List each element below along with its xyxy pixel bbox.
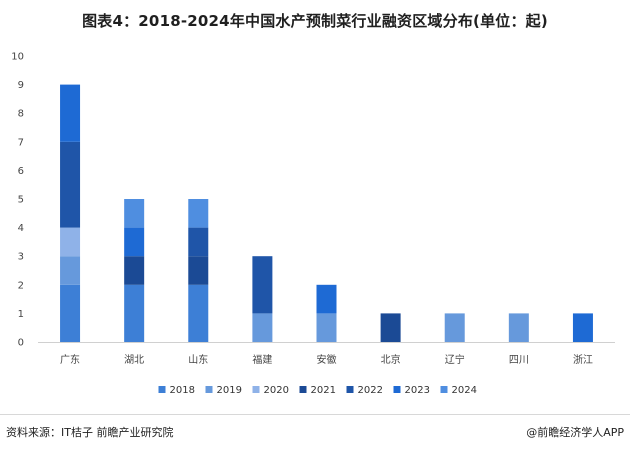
bar-segment (508, 313, 529, 342)
legend-label: 2020 (264, 385, 289, 396)
bar-segment (60, 84, 81, 142)
legend-swatch (393, 386, 401, 393)
legend-label: 2024 (452, 385, 477, 396)
x-tick-label: 北京 (381, 353, 401, 366)
y-tick-label: 1 (18, 309, 24, 320)
bar-segment (252, 256, 273, 314)
bar-segment (188, 227, 209, 257)
bar-segment (572, 313, 593, 342)
bar-segment (188, 199, 209, 228)
x-tick-label: 湖北 (124, 354, 144, 366)
bars (60, 84, 593, 342)
legend-swatch (440, 386, 448, 393)
bar-segment (188, 256, 209, 285)
y-tick-label: 3 (18, 252, 24, 263)
x-tick-label: 山东 (188, 353, 208, 366)
legend-label: 2021 (311, 385, 336, 396)
source-text: 资料来源：IT桔子 前瞻产业研究院 (6, 426, 174, 439)
stacked-bar-chart: 0 1 2 3 4 5 6 7 8 9 10 广东 湖北 山东 福建 安徽 北京 辽宁 四川 浙江 2018 2019… (11, 52, 615, 396)
x-tick-label: 广东 (60, 353, 80, 366)
legend-label: 2023 (405, 385, 430, 396)
y-tick-label: 0 (18, 338, 24, 349)
legend-label: 2019 (217, 385, 242, 396)
chart-title: 图表4：2018-2024年中国水产预制菜行业融资区域分布(单位：起) (82, 12, 548, 30)
bar-segment (252, 313, 273, 342)
bar-segment (60, 284, 81, 342)
legend: 2018 2019 2020 2021 2022 2023 2024 (158, 385, 477, 396)
legend-label: 2022 (358, 385, 383, 396)
legend-swatch (346, 386, 354, 393)
bar-segment (60, 227, 81, 257)
bar-segment (124, 256, 145, 285)
bar-segment (60, 256, 81, 285)
bar-segment (124, 284, 145, 342)
footer: 资料来源：IT桔子 前瞻产业研究院 @前瞻经济学人APP (0, 414, 630, 450)
x-tick-label: 浙江 (573, 354, 593, 366)
bar-segment (316, 284, 337, 314)
x-axis: 广东 湖北 山东 福建 安徽 北京 辽宁 四川 浙江 (60, 353, 593, 366)
legend-swatch (299, 386, 307, 393)
legend-swatch (205, 386, 213, 393)
y-tick-label: 5 (18, 195, 24, 206)
bar-segment (60, 141, 81, 228)
y-tick-label: 10 (11, 52, 24, 63)
bar-segment (124, 199, 145, 228)
y-axis: 0 1 2 3 4 5 6 7 8 9 10 (11, 52, 24, 349)
x-tick-label: 福建 (252, 353, 272, 366)
y-tick-label: 7 (18, 137, 24, 148)
y-tick-label: 2 (18, 280, 24, 291)
bar-segment (188, 284, 209, 342)
x-tick-label: 安徽 (317, 353, 337, 366)
brand-text: @前瞻经济学人APP (526, 426, 624, 439)
legend-swatch (158, 386, 166, 393)
y-tick-label: 9 (18, 80, 24, 91)
y-tick-label: 6 (18, 166, 24, 177)
legend-swatch (252, 386, 260, 393)
bar-segment (124, 227, 145, 257)
legend-label: 2018 (170, 385, 195, 396)
x-tick-label: 四川 (509, 355, 529, 366)
bar-segment (444, 313, 465, 342)
bar-segment (316, 313, 337, 342)
bar-segment (380, 313, 401, 342)
y-tick-label: 8 (18, 109, 24, 120)
y-tick-label: 4 (18, 223, 24, 234)
x-tick-label: 辽宁 (445, 353, 465, 366)
